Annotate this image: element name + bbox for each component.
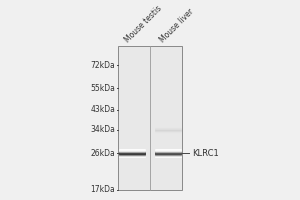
Text: 34kDa: 34kDa [90,125,115,134]
Text: 17kDa: 17kDa [90,185,115,194]
Text: Mouse liver: Mouse liver [158,7,196,44]
Text: 43kDa: 43kDa [90,105,115,114]
Text: Mouse testis: Mouse testis [123,4,163,44]
Text: 55kDa: 55kDa [90,84,115,93]
Text: 72kDa: 72kDa [90,61,115,70]
Text: 26kDa: 26kDa [90,149,115,158]
Text: KLRC1: KLRC1 [192,149,219,158]
Bar [118,46,182,190]
